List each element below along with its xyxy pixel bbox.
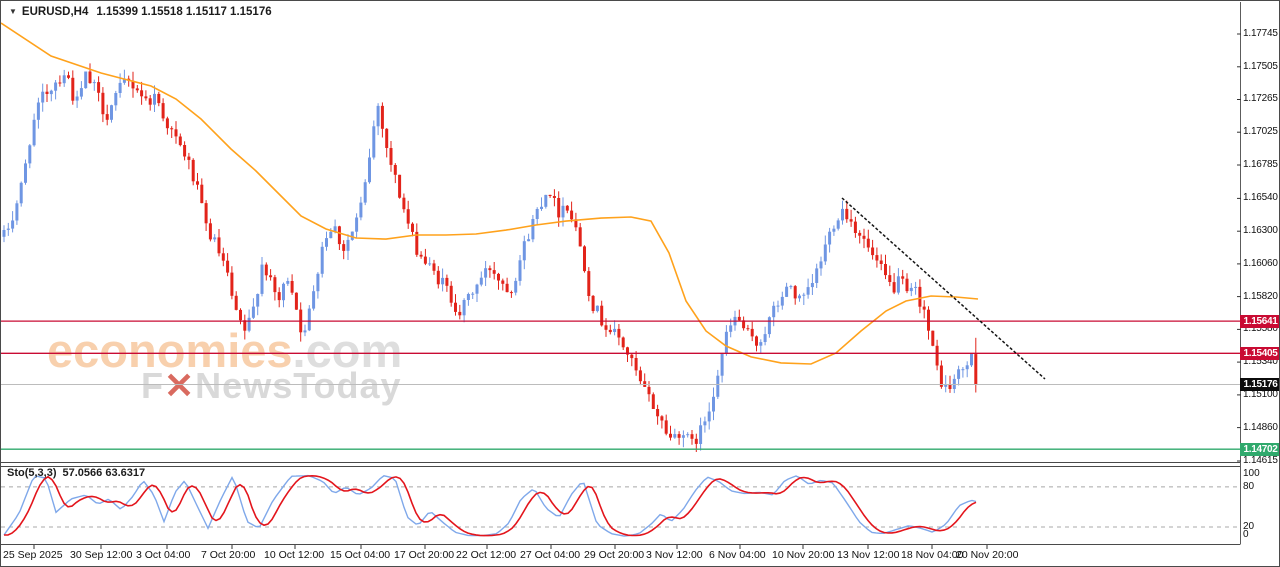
price-tick-label: 1.15100 [1243, 388, 1278, 400]
time-tick-label: 3 Oct 04:00 [136, 549, 191, 561]
price-tick-label: 1.17025 [1243, 126, 1278, 138]
indicator-scale-label: 80 [1243, 481, 1255, 493]
time-tick-label: 10 Oct 12:00 [264, 549, 325, 561]
indicator-scale-label: 0 [1243, 528, 1249, 540]
price-tick-label: 1.14615 [1243, 455, 1278, 467]
trendline[interactable] [841, 197, 1046, 380]
price-tick-label: 1.17505 [1243, 60, 1278, 72]
ohlc-values: 1.15399 1.15518 1.15117 1.15176 [96, 6, 272, 18]
time-tick-label: 17 Oct 20:00 [394, 549, 455, 561]
price-tick-label: 1.15580 [1243, 323, 1278, 335]
price-tick-label: 1.16785 [1243, 158, 1278, 170]
price-tick-label: 1.17265 [1243, 93, 1278, 105]
support-price-tag: 1.14702 [1240, 442, 1279, 456]
time-tick-label: 3 Nov 12:00 [646, 549, 703, 561]
price-tick-label: 1.17745 [1243, 28, 1278, 39]
watermark-brand: economies.com [47, 323, 402, 378]
indicator-name: Sto(5,3,3) [7, 467, 57, 479]
indicator-scale-label: 100 [1243, 468, 1260, 480]
resistance-price-tag: 1.15641 [1240, 314, 1279, 328]
indicator-scale-label: 20 [1243, 521, 1255, 533]
price-tick-label: 1.15340 [1243, 356, 1278, 368]
time-tick-label: 7 Oct 20:00 [201, 549, 256, 561]
symbol-timeframe: EURUSD,H4 [21, 6, 89, 18]
time-tick-label: 18 Nov 04:00 [901, 549, 964, 561]
time-tick-label: 22 Oct 12:00 [456, 549, 517, 561]
time-tick-label: 25 Sep 2025 [3, 549, 63, 561]
price-tick-label: 1.16300 [1243, 225, 1278, 237]
symbol-dropdown-icon[interactable]: ▼ [9, 7, 17, 16]
time-tick-label: 6 Nov 04:00 [709, 549, 766, 561]
time-tick-label: 27 Oct 04:00 [520, 549, 581, 561]
stoch-d-line [4, 474, 977, 537]
time-tick-label: 20 Nov 20:00 [956, 549, 1019, 561]
stoch-k-line [3, 474, 977, 537]
price-tick-label: 1.16060 [1243, 257, 1278, 269]
watermark-x-icon: ✕ [164, 365, 196, 406]
axes-group [1, 2, 1241, 549]
moving-average-line[interactable] [1, 22, 979, 365]
watermark-brand-text: economies [47, 324, 293, 377]
current-price-tag: 1.15176 [1240, 378, 1279, 391]
time-tick-label: 10 Nov 20:00 [772, 549, 835, 561]
chart-title: ▼ EURUSD,H4 1.15399 1.15518 1.15117 1.1517… [9, 6, 272, 18]
price-tick-label: 1.14860 [1243, 421, 1278, 433]
price-tick-label: 1.16540 [1243, 192, 1278, 204]
indicator-values: 57.0566 63.6317 [62, 467, 146, 479]
time-tick-label: 13 Nov 12:00 [837, 549, 900, 561]
candles-group [2, 63, 978, 452]
price-tick-label: 1.15820 [1243, 290, 1278, 302]
time-tick-label: 29 Oct 20:00 [584, 549, 645, 561]
indicator-label: Sto(5,3,3) 57.0566 63.6317 [7, 467, 145, 479]
watermark-brand-suffix: .com [292, 324, 403, 377]
time-tick-label: 15 Oct 04:00 [330, 549, 391, 561]
watermark-subtitle: F✕NewsToday [141, 365, 402, 406]
resistance-price-tag: 1.15405 [1240, 346, 1279, 360]
time-tick-label: 30 Sep 12:00 [70, 549, 133, 561]
